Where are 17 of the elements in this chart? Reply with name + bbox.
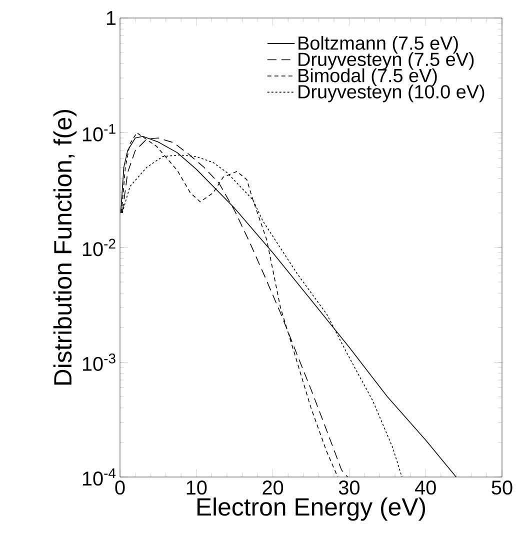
legend-label: Bimodal (7.5 eV) (298, 68, 437, 86)
x-tick-label: 10 (186, 480, 207, 495)
legend-label: Druyvesteyn (10.0 eV) (298, 84, 484, 102)
y-tick-label: 1 (106, 11, 116, 25)
y-tick-label: 10$^{-3}$ (82, 354, 116, 371)
y-axis-title: Distribution Function, f(e) (53, 110, 77, 385)
x-tick-label: 20 (262, 480, 284, 495)
x-tick-label: 50 (492, 480, 512, 495)
x-axis-title: Electron Energy (eV) (197, 497, 425, 521)
x-tick-label: 30 (338, 480, 360, 495)
y-tick-label: 10$^{-4}$ (82, 468, 116, 486)
legend-label: Druyvesteyn (7.5 eV) (298, 52, 474, 70)
x-tick-label: 40 (414, 480, 436, 495)
y-tick-label: 10$^{-1}$ (82, 124, 116, 142)
y-tick-label: 10$^{-2}$ (82, 238, 116, 256)
x-tick-label: 0 (115, 480, 125, 495)
legend-label: Boltzmann (7.5 eV) (298, 36, 458, 54)
